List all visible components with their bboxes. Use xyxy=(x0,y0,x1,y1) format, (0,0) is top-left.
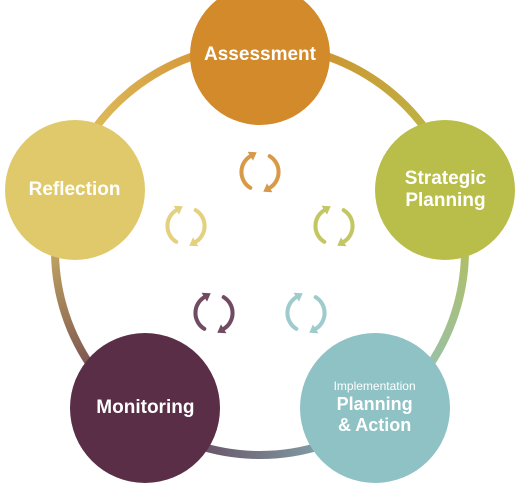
cycle-icon-strategic xyxy=(305,197,363,255)
node-implementation-subtitle: Implementation xyxy=(334,380,416,394)
cycle-icon-implementation xyxy=(277,284,335,342)
cycle-icon-reflection xyxy=(157,197,215,255)
node-reflection-label1: Reflection xyxy=(29,179,121,201)
cycle-diagram: AssessmentStrategicPlanningImplementatio… xyxy=(0,0,519,500)
node-strategic-label1: Strategic xyxy=(405,168,486,190)
node-strategic-label2: Planning xyxy=(405,190,485,212)
node-assessment-label1: Assessment xyxy=(204,44,316,66)
node-implementation-label2: & Action xyxy=(338,415,411,436)
node-monitoring: Monitoring xyxy=(70,333,220,483)
node-strategic: StrategicPlanning xyxy=(375,120,515,260)
node-implementation-label1: Planning xyxy=(337,394,413,415)
node-monitoring-label1: Monitoring xyxy=(96,397,194,419)
node-implementation: ImplementationPlanning& Action xyxy=(300,333,450,483)
node-reflection: Reflection xyxy=(5,120,145,260)
cycle-icon-monitoring xyxy=(185,284,243,342)
cycle-icon-assessment xyxy=(231,143,289,201)
